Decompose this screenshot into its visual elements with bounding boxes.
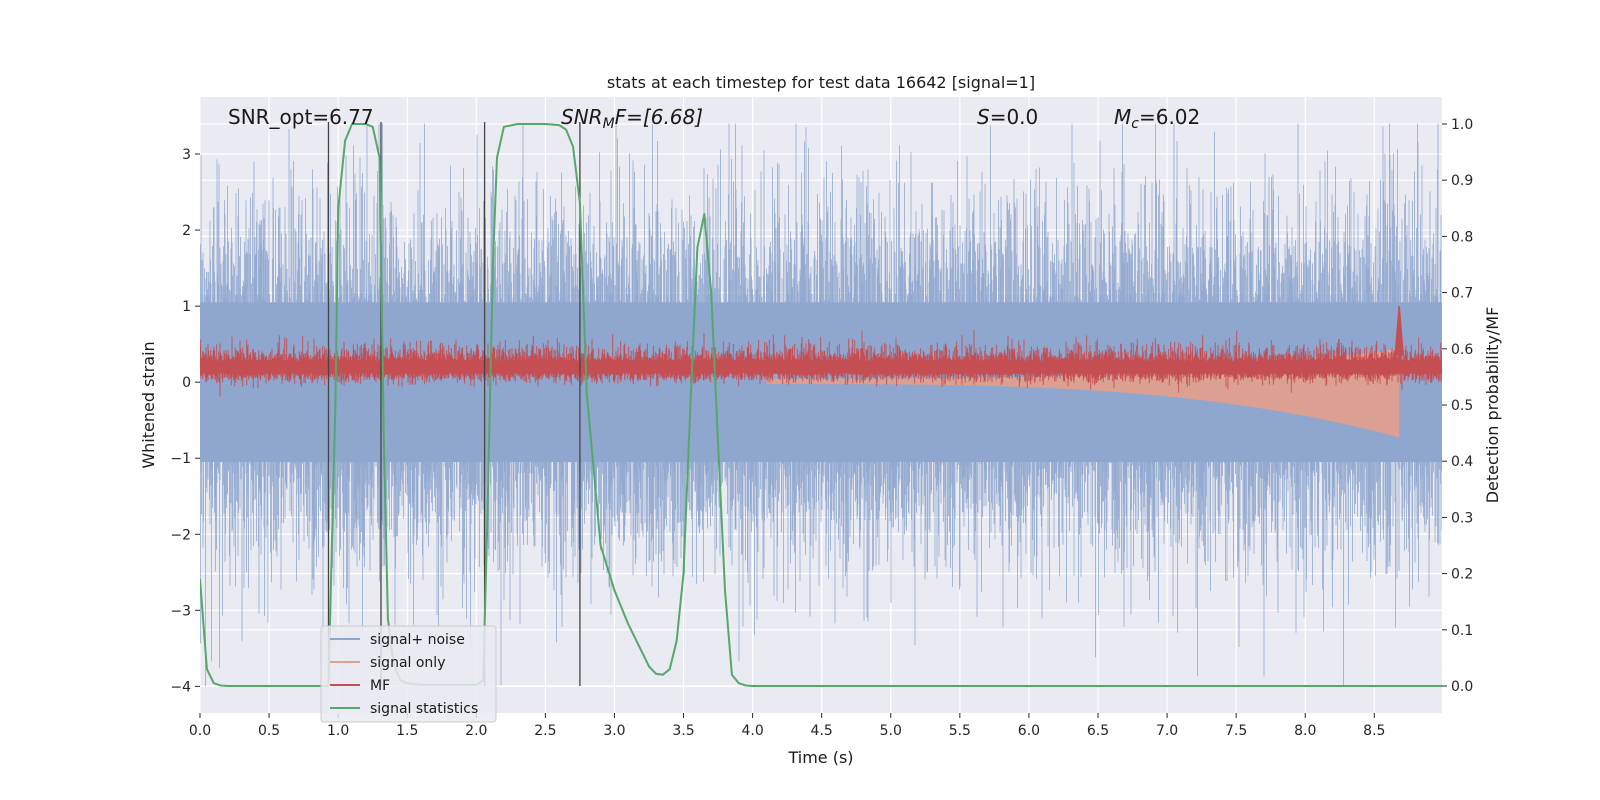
x-tick-label-1: 0.5 — [258, 723, 280, 739]
x-tick-label-2: 1.0 — [327, 723, 349, 739]
y-tick-label-4: 0 — [182, 375, 191, 391]
y2-tick-label-1: 0.1 — [1451, 623, 1473, 639]
snr-mf-sub: M — [603, 116, 615, 132]
y-axis-ticks: −4 −3 −2 −1 0 1 2 3 — [170, 147, 200, 695]
x-tick-label-6: 3.0 — [603, 723, 625, 739]
snr-mf-main: SNR — [561, 105, 603, 129]
x-axis-ticks: 0.0 0.5 1.0 1.5 2.0 2.5 3.0 3.5 4.0 4.5 5.0 5.5 6.0 6… — [189, 713, 1385, 739]
legend-label-mf: MF — [370, 678, 390, 694]
y-tick-label-1: −3 — [170, 603, 191, 619]
snr-mf-rest: F=[6.68] — [615, 105, 703, 129]
x-tick-label-3: 1.5 — [396, 723, 418, 739]
y2-tick-label-10: 1.0 — [1451, 117, 1473, 133]
y2-tick-label-9: 0.9 — [1451, 173, 1473, 189]
y2-tick-label-6: 0.6 — [1451, 342, 1473, 358]
y-tick-label-7: 3 — [182, 147, 191, 163]
x-tick-label-5: 2.5 — [534, 723, 556, 739]
x-tick-label-15: 7.5 — [1225, 723, 1247, 739]
snr-opt-annotation: SNR_opt=6.77 — [228, 105, 374, 129]
y-tick-label-3: −1 — [170, 451, 191, 467]
y-tick-label-2: −2 — [170, 527, 191, 543]
legend-box — [320, 625, 497, 723]
y-axis-label: Whitened strain — [139, 341, 158, 468]
snr-mf-annotation: SNRMF=[6.68] — [561, 105, 703, 132]
legend-label-signal-statistics: signal statistics — [370, 701, 478, 717]
x-tick-label-10: 5.0 — [880, 723, 902, 739]
y-tick-label-6: 2 — [182, 223, 191, 239]
y2-tick-label-0: 0.0 — [1451, 679, 1473, 695]
x-tick-label-13: 6.5 — [1087, 723, 1109, 739]
x-axis-label: Time (s) — [787, 748, 853, 767]
y2-tick-label-2: 0.2 — [1451, 567, 1473, 583]
s-main: S — [977, 105, 990, 129]
x-tick-label-7: 3.5 — [672, 723, 694, 739]
s-rest: =0.0 — [990, 105, 1039, 129]
mc-annotation: Mc=6.02 — [1114, 105, 1200, 132]
y2-tick-label-8: 0.8 — [1451, 229, 1473, 245]
legend: signal+ noise signal only MF signal stat… — [320, 625, 497, 723]
mc-sub: c — [1131, 116, 1139, 132]
y2-tick-label-7: 0.7 — [1451, 286, 1473, 302]
y2-tick-label-4: 0.4 — [1451, 454, 1473, 470]
mc-rest: =6.02 — [1139, 105, 1200, 129]
series-mf — [200, 306, 1442, 397]
series-signal-statistics — [200, 123, 1442, 687]
y-tick-label-5: 1 — [182, 299, 191, 315]
x-tick-label-9: 4.5 — [811, 723, 833, 739]
x-tick-label-14: 7.0 — [1156, 723, 1178, 739]
y2-axis-ticks: 0.0 0.1 0.2 0.3 0.4 0.5 0.6 0.7 0.8 0.9 1.0 — [1442, 117, 1473, 695]
x-tick-label-17: 8.5 — [1363, 723, 1385, 739]
legend-label-signal-only: signal only — [370, 655, 445, 671]
x-tick-label-11: 5.5 — [949, 723, 971, 739]
x-tick-label-0: 0.0 — [189, 723, 211, 739]
y2-tick-label-5: 0.5 — [1451, 398, 1473, 414]
x-tick-label-16: 8.0 — [1294, 723, 1316, 739]
x-tick-label-4: 2.0 — [465, 723, 487, 739]
signal-statistics-line — [200, 123, 1442, 687]
y2-axis-label: Detection probability/MF — [1483, 307, 1502, 504]
mf-peak — [1394, 306, 1404, 356]
mf-trace — [200, 330, 1442, 397]
x-tick-label-8: 4.0 — [741, 723, 763, 739]
s-annotation: S=0.0 — [977, 105, 1038, 129]
mc-main: M — [1114, 105, 1131, 129]
y2-tick-label-3: 0.3 — [1451, 510, 1473, 526]
y-tick-label-0: −4 — [170, 679, 191, 695]
x-tick-label-12: 6.0 — [1018, 723, 1040, 739]
legend-label-signal-plus-noise: signal+ noise — [370, 632, 465, 648]
chart-title: stats at each timestep for test data 166… — [607, 73, 1035, 92]
